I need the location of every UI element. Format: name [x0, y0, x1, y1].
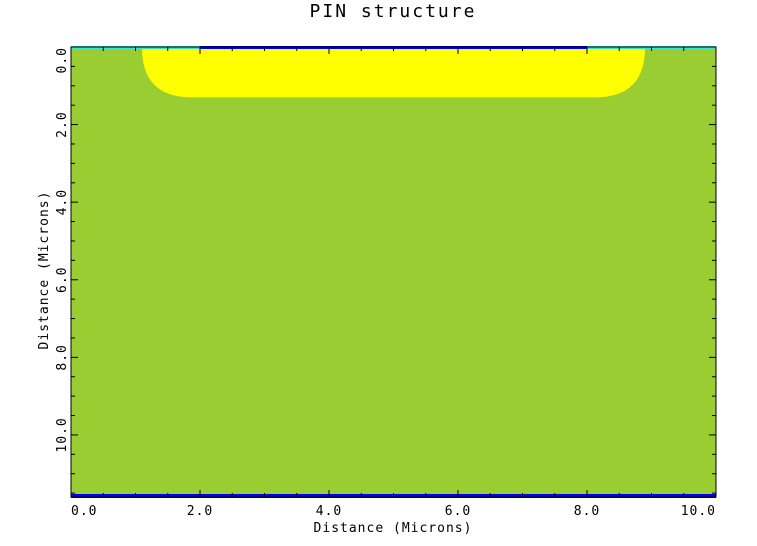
x-tick-label: 8.0 — [574, 504, 600, 519]
plot-area — [70, 46, 717, 498]
y-tick-labels: 0.0 2.0 4.0 6.0 8.0 10.0 — [55, 47, 70, 453]
x-tick-label: 10.0 — [681, 504, 716, 519]
substrate-region — [71, 47, 716, 497]
x-tick-label: 2.0 — [187, 504, 213, 519]
x-tick-label: 4.0 — [316, 504, 342, 519]
y-axis-label: Distance (Microns) — [37, 191, 52, 350]
y-tick-label: 4.0 — [55, 189, 70, 215]
y-tick-label: 2.0 — [55, 111, 70, 137]
y-tick-label: 8.0 — [55, 344, 70, 370]
x-tick-label: 0.0 — [71, 504, 97, 519]
y-tick-label: 0.0 — [55, 47, 70, 73]
p-plus-well-region — [141, 47, 646, 98]
y-tick-label: 10.0 — [55, 417, 70, 452]
plot-title: PIN structure — [310, 1, 477, 22]
y-tick-label: 6.0 — [55, 267, 70, 293]
x-tick-label: 6.0 — [445, 504, 471, 519]
x-tick-labels: 0.0 2.0 4.0 6.0 8.0 10.0 — [71, 504, 716, 519]
x-axis-label: Distance (Microns) — [314, 521, 473, 536]
axis-ticks — [70, 46, 717, 497]
